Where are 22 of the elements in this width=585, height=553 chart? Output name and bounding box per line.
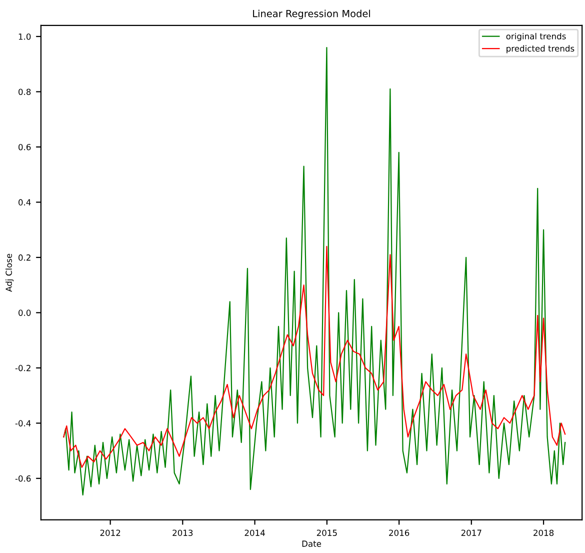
y-tick-label: -0.4 — [15, 420, 31, 426]
y-tick-label: 1.0 — [18, 33, 31, 40]
y-axis-title: Adj Close — [6, 254, 14, 292]
legend-label: original trends — [506, 32, 566, 42]
y-tick-label: 0.8 — [18, 88, 31, 96]
x-tick-label: 2013 — [172, 530, 193, 536]
x-tick-label: 2014 — [244, 530, 265, 536]
x-tick-label: 2015 — [316, 530, 337, 536]
y-tick-label: 0.0 — [18, 310, 31, 316]
legend-label: predicted trends — [506, 45, 574, 54]
y-tick-label: -0.2 — [15, 364, 30, 372]
x-tick-label: 2018 — [534, 530, 554, 536]
x-tick-label: 2017 — [461, 530, 482, 536]
line-series — [63, 246, 566, 468]
y-tick-label: -0.6 — [15, 475, 31, 482]
chart-title: Linear Regression Model — [253, 10, 370, 20]
y-tick-label: 0.4 — [18, 199, 31, 206]
x-tick-label: 2012 — [100, 530, 120, 536]
x-axis-title: Date — [302, 540, 322, 547]
y-tick-label: 0.2 — [18, 254, 30, 261]
y-tick-label: 0.6 — [18, 144, 31, 150]
x-tick-label: 2016 — [389, 530, 410, 536]
